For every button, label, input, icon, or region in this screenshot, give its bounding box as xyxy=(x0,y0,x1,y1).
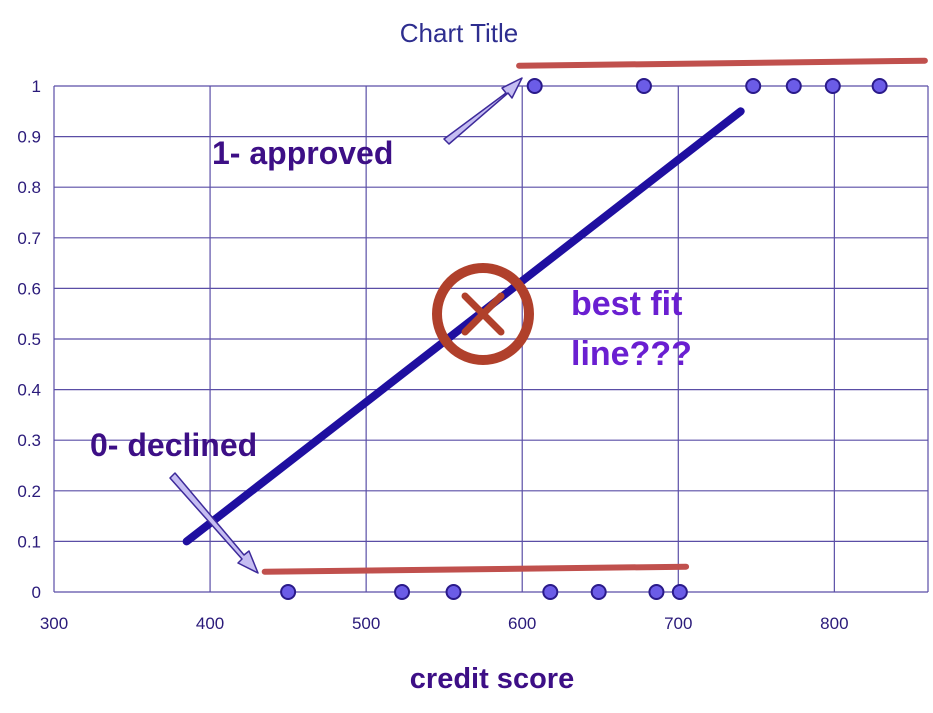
x-tick-label: 300 xyxy=(40,614,68,633)
approved-arrow-icon xyxy=(443,77,523,145)
annotation-approved: 1- approved xyxy=(212,135,393,171)
x-tick-label: 600 xyxy=(508,614,536,633)
x-axis-label: credit score xyxy=(410,663,574,695)
data-point xyxy=(648,584,665,600)
data-point xyxy=(871,78,888,94)
data-point xyxy=(745,78,762,94)
y-tick-label: 0.8 xyxy=(17,178,41,197)
chart-title: Chart Title xyxy=(400,18,519,48)
data-point xyxy=(671,584,688,600)
x-tick-label: 400 xyxy=(196,614,224,633)
y-tick-label: 0.9 xyxy=(17,128,41,147)
x-tick-label: 500 xyxy=(352,614,380,633)
y-tick-label: 0.5 xyxy=(17,330,41,349)
data-point xyxy=(635,78,652,94)
data-point xyxy=(590,584,607,600)
data-point xyxy=(394,584,411,600)
y-tick-label: 0.7 xyxy=(17,229,41,248)
data-point xyxy=(445,584,462,600)
cross-mark-icon xyxy=(432,263,534,365)
declined-arrow-icon xyxy=(169,472,259,574)
x-tick-label: 700 xyxy=(664,614,692,633)
annotation-best-fit-line2: line??? xyxy=(571,335,692,373)
data-point xyxy=(824,78,841,94)
line-layer xyxy=(182,57,928,575)
data-points xyxy=(280,78,888,600)
x-tick-label: 800 xyxy=(820,614,848,633)
best-fit-line xyxy=(182,107,745,546)
annotation-best-fit-line1: best fit xyxy=(571,285,682,323)
data-point xyxy=(526,78,543,94)
annotation-declined: 0- declined xyxy=(90,427,257,463)
class-line xyxy=(516,57,928,69)
y-tick-labels: 0 0.1 0.2 0.3 0.4 0.5 0.6 0.7 0.8 0.9 1 xyxy=(17,77,41,602)
y-tick-label: 0.4 xyxy=(17,381,41,400)
y-tick-label: 0 xyxy=(32,583,41,602)
y-tick-label: 0.1 xyxy=(17,532,41,551)
y-tick-label: 1 xyxy=(32,77,41,96)
class-line xyxy=(261,563,690,575)
data-point xyxy=(785,78,802,94)
x-tick-labels: 300 400 500 600 700 800 xyxy=(40,614,849,633)
grid-lines xyxy=(53,85,929,593)
y-tick-label: 0.2 xyxy=(17,482,41,501)
data-point xyxy=(542,584,559,600)
y-tick-label: 0.3 xyxy=(17,431,41,450)
y-tick-label: 0.6 xyxy=(17,279,41,298)
data-point xyxy=(280,584,297,600)
